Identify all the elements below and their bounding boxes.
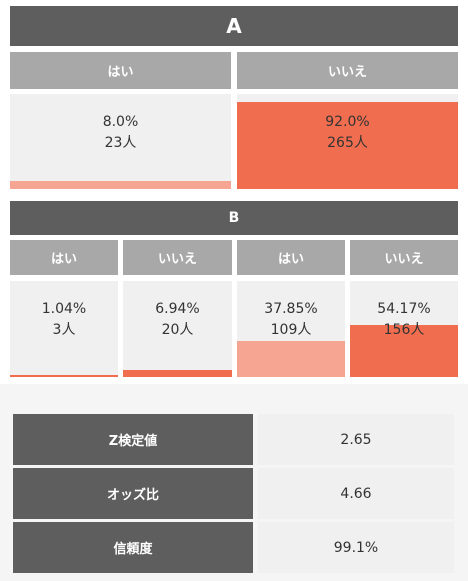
stats-panel: Z検定値 2.65 オッズ比 4.66 信頼度 99.1% xyxy=(0,384,468,581)
section-a-header-yes: はい xyxy=(10,52,231,89)
section-b-cell-1: 1.04% 3人 xyxy=(10,281,118,377)
section-b-percent-2: 6.94% xyxy=(155,301,200,317)
section-b-count-2: 20人 xyxy=(161,322,194,338)
section-a-title: A xyxy=(10,6,458,46)
stat-value-z: 2.65 xyxy=(258,414,454,465)
section-b-fill-1 xyxy=(10,375,118,377)
section-b-fill-2 xyxy=(123,370,232,377)
section-b-fill-4 xyxy=(350,325,458,377)
section-b-header-2: いいえ xyxy=(123,240,232,275)
section-a-count-no: 265人 xyxy=(327,135,368,151)
section-b-percent-4: 54.17% xyxy=(377,301,431,317)
section-b-percent-1: 1.04% xyxy=(41,301,87,317)
section-a-percent-yes: 8.0% xyxy=(102,114,139,130)
section-b-fill-3 xyxy=(237,341,345,377)
section-b-count-3: 109人 xyxy=(270,322,312,338)
section-b-cell-4: 54.17% 156人 xyxy=(350,281,458,377)
stat-value-confidence: 99.1% xyxy=(258,522,454,573)
section-a-fill-yes xyxy=(10,181,231,189)
section-a-cell-no: 92.0% 265人 xyxy=(237,94,458,189)
section-a-cell-yes: 8.0% 23人 xyxy=(10,94,231,189)
section-a-header-no: いいえ xyxy=(237,52,458,89)
section-a-count-yes: 23人 xyxy=(104,135,137,151)
section-b-header-1: はい xyxy=(10,240,118,275)
stat-label-odds: オッズ比 xyxy=(13,468,253,519)
section-b-cell-3: 37.85% 109人 xyxy=(237,281,345,377)
section-a-percent-no: 92.0% xyxy=(325,114,370,130)
section-b-title: B xyxy=(10,201,458,235)
section-b-percent-3: 37.85% xyxy=(264,301,318,317)
section-b-count-4: 156人 xyxy=(383,322,425,338)
section-b-cell-2: 6.94% 20人 xyxy=(123,281,232,377)
section-a-fill-no xyxy=(237,102,458,189)
stat-value-odds: 4.66 xyxy=(258,468,454,519)
section-b-count-1: 3人 xyxy=(52,322,76,338)
section-b-header-3: はい xyxy=(237,240,345,275)
stat-label-z: Z検定値 xyxy=(13,414,253,465)
stat-label-confidence: 信頼度 xyxy=(13,522,253,573)
section-b-header-4: いいえ xyxy=(350,240,458,275)
